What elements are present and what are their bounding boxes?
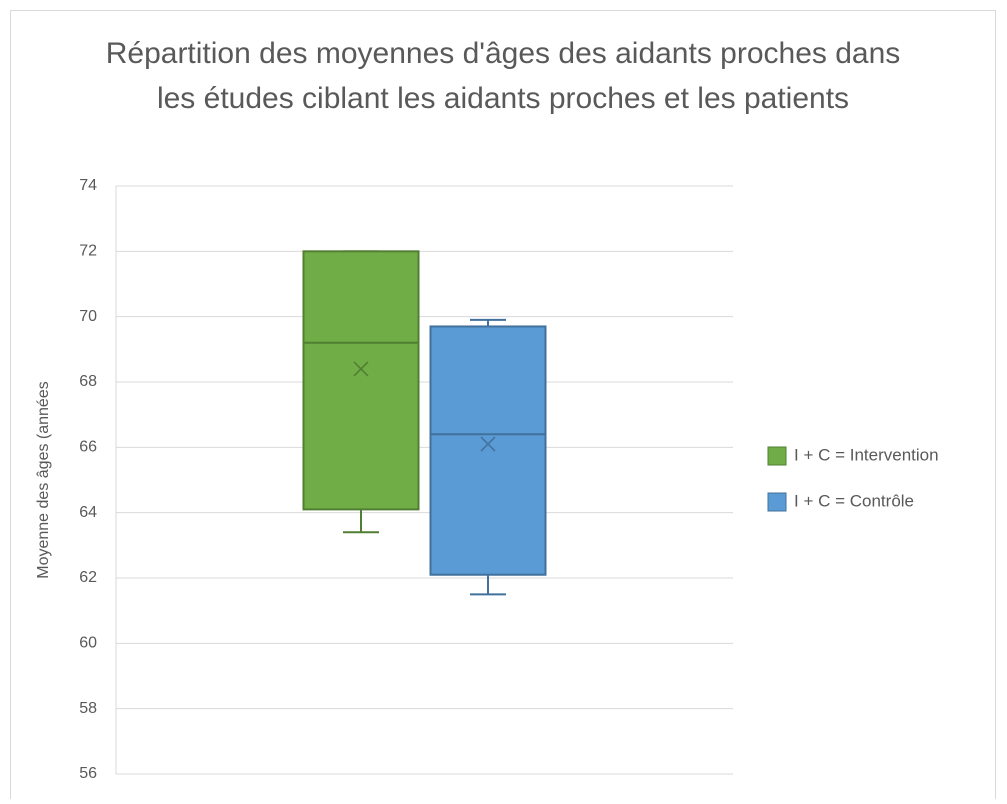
legend-swatch [767,492,787,512]
chart-title: les études ciblant les aidants proches e… [157,82,849,115]
y-tick-label: 56 [79,765,97,782]
y-tick-label: 72 [79,243,97,260]
chart-title: Répartition des moyennes d'âges des aida… [106,37,901,70]
y-tick-label: 70 [79,308,97,325]
box [302,250,420,511]
y-tick-label: 58 [79,700,97,717]
y-axis-label: Moyenne des âges (années [35,381,52,578]
y-tick-label: 66 [79,439,97,456]
mean-marker [480,436,496,452]
mean-marker [353,361,369,377]
y-tick-label: 64 [79,504,97,521]
legend-label: I + C = Intervention [794,445,939,464]
legend-label: I + C = Contrôle [794,491,914,510]
y-tick-label: 68 [79,373,97,390]
y-tick-label: 62 [79,569,97,586]
y-tick-label: 60 [79,635,97,652]
legend-swatch [767,446,787,466]
box [429,325,547,576]
y-tick-label: 74 [79,177,97,194]
